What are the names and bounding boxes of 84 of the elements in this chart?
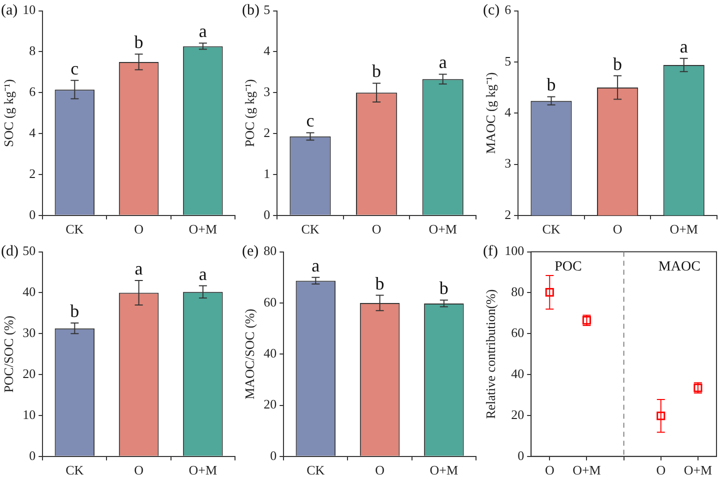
y-axis-title: Relative contribution(%) — [483, 289, 498, 419]
y-axis-title: POC (g kg⁻¹) — [242, 79, 258, 148]
chart-title: (e) — [242, 244, 259, 260]
x-tick-label: O+M — [572, 462, 602, 478]
x-tick-label: CK — [542, 222, 561, 237]
x-tick-label: O+M — [428, 222, 458, 237]
x-tick-label: O+M — [684, 462, 713, 478]
y-tick-label: 3 — [264, 84, 270, 100]
y-tick-label: 20 — [264, 396, 277, 412]
annotation: b — [372, 61, 382, 82]
x-tick-label: O — [612, 222, 622, 237]
x-tick-label: O — [544, 462, 554, 478]
annotation: POC — [554, 259, 582, 274]
y-tick-label: 2 — [29, 166, 36, 181]
annotation: c — [70, 58, 79, 78]
x-tick-label: O+M — [670, 222, 698, 237]
x-tick-label: O+M — [430, 462, 459, 478]
y-tick-label: 6 — [29, 84, 36, 100]
y-axis-title: POC/SOC (%) — [1, 316, 16, 393]
y-tick-label: 40 — [22, 284, 36, 300]
y-tick-label: 50 — [22, 243, 36, 258]
y-tick-label: 4 — [29, 124, 36, 140]
x-tick-label: O+M — [188, 222, 218, 237]
y-tick-label: 10 — [22, 406, 36, 422]
annotation: a — [680, 36, 688, 56]
chart-title: (d) — [1, 244, 18, 260]
y-tick-label: 20 — [22, 366, 36, 381]
x-tick-label: CK — [301, 222, 320, 237]
y-tick-label: 2 — [504, 206, 512, 222]
y-tick-label: 8 — [29, 43, 36, 58]
y-tick-label: 100 — [504, 243, 524, 258]
y-tick-label: 4 — [264, 43, 271, 58]
chart-title: (a) — [1, 2, 18, 19]
annotation: b — [134, 32, 144, 52]
y-tick-label: 3 — [504, 156, 512, 171]
y-tick-label: 60 — [511, 325, 524, 340]
annotation: MAOC — [658, 259, 700, 274]
x-tick-label: O+M — [188, 462, 218, 478]
y-tick-label: 1 — [264, 166, 270, 181]
annotation: b — [439, 278, 448, 298]
annotation: b — [546, 74, 556, 95]
annotation: b — [70, 301, 80, 321]
y-tick-label: 30 — [22, 325, 36, 340]
annotation: a — [134, 258, 143, 278]
y-tick-label: 0 — [29, 448, 36, 463]
chart-title: (b) — [242, 2, 260, 19]
x-tick-label: O — [134, 222, 144, 237]
annotation: a — [198, 21, 207, 42]
point — [656, 412, 666, 420]
chart-title: (c) — [483, 2, 500, 19]
y-tick-label: 80 — [511, 284, 524, 300]
y-axis-title: MAOC (g kg⁻¹) — [483, 72, 498, 154]
y-axis-title: MAOC/SOC (%) — [242, 308, 258, 400]
x-tick-label: O — [372, 222, 382, 237]
y-tick-label: 2 — [264, 124, 270, 140]
y-tick-label: 0 — [29, 206, 36, 222]
x-tick-label: O — [134, 462, 144, 478]
annotation: a — [198, 264, 207, 284]
annotation: b — [613, 54, 622, 74]
annotation: a — [312, 255, 320, 276]
y-tick-label: 0 — [518, 448, 524, 463]
y-tick-label: 0 — [264, 206, 270, 222]
y-tick-label: 6 — [504, 2, 512, 18]
x-tick-label: CK — [66, 222, 84, 237]
y-tick-label: 80 — [264, 243, 277, 258]
y-tick-label: 5 — [504, 53, 512, 68]
x-tick-label: O — [375, 462, 384, 478]
y-axis-title: SOC (g kg⁻¹) — [1, 79, 16, 148]
x-tick-label: CK — [66, 462, 84, 478]
y-tick-label: 4 — [504, 104, 512, 120]
x-tick-label: O — [656, 462, 666, 478]
annotation: a — [438, 52, 447, 72]
y-tick-label: 10 — [22, 2, 36, 18]
y-tick-label: 40 — [511, 366, 524, 381]
annotation: b — [375, 273, 384, 294]
y-tick-label: 5 — [264, 2, 270, 18]
y-tick-label: 20 — [511, 406, 524, 422]
point — [545, 288, 554, 297]
annotation: c — [306, 110, 314, 131]
y-tick-label: 0 — [270, 448, 277, 463]
chart-title: (f) — [483, 244, 498, 260]
y-tick-label: 60 — [264, 294, 277, 310]
y-tick-label: 40 — [264, 346, 277, 361]
x-tick-label: CK — [306, 462, 326, 478]
